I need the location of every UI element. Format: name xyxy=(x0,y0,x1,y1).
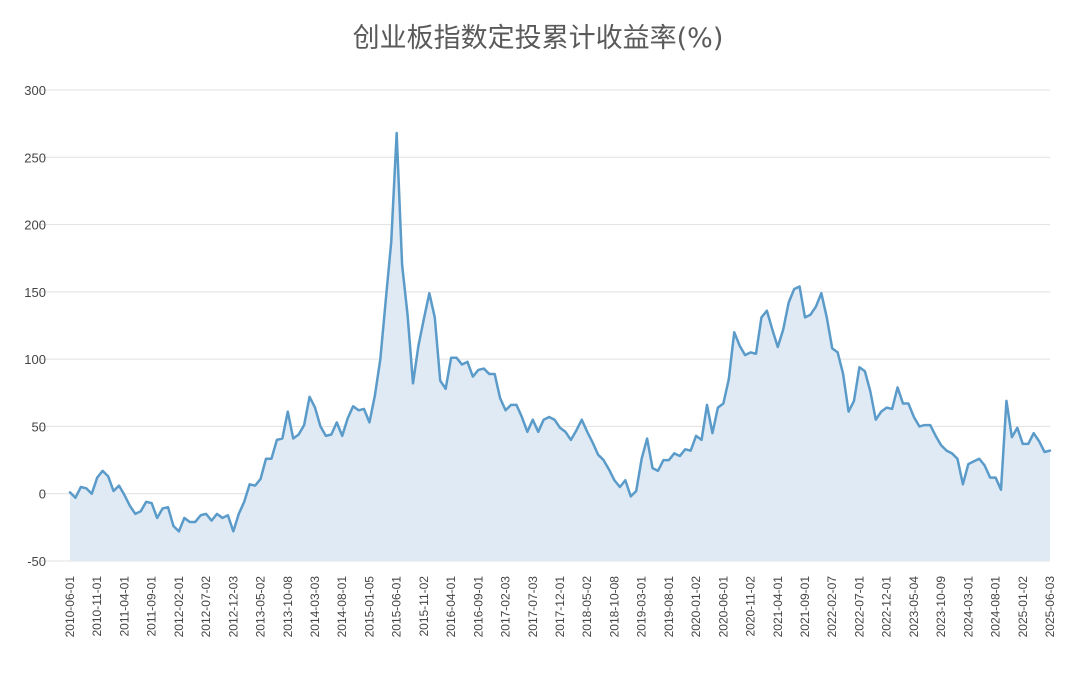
x-tick-label-32: 2023-10-09 xyxy=(934,576,948,638)
series-area xyxy=(70,133,1050,561)
x-tick-label-11: 2015-01-05 xyxy=(362,576,376,638)
series-line xyxy=(68,131,1052,533)
x-tick-label-21: 2019-03-01 xyxy=(635,576,649,638)
x-tick-label-26: 2021-04-01 xyxy=(771,576,785,638)
x-axis-ticks: 2010-06-01 2010-11-01 2011-04-01 2011-09-01… xyxy=(63,576,1057,638)
x-tick-label-14: 2016-04-01 xyxy=(444,576,458,638)
x-tick-label-17: 2017-07-03 xyxy=(526,576,540,638)
y-tick-label-1: 250 xyxy=(24,150,46,165)
x-tick-label-8: 2013-10-08 xyxy=(281,576,295,638)
x-tick-label-36: 2025-06-03 xyxy=(1043,576,1057,638)
x-tick-label-1: 2010-11-01 xyxy=(90,576,104,637)
y-tick-label-0: 300 xyxy=(24,83,46,98)
x-tick-label-35: 2025-01-02 xyxy=(1016,576,1030,638)
x-tick-label-24: 2020-06-01 xyxy=(716,576,730,638)
x-tick-label-28: 2022-02-07 xyxy=(825,576,839,638)
y-tick-label-6: 0 xyxy=(39,487,46,502)
chart-title: 创业板指数定投累计收益率(%) xyxy=(353,23,724,54)
x-tick-label-18: 2017-12-01 xyxy=(553,576,567,638)
y-tick-label-5: 50 xyxy=(32,419,46,434)
x-tick-label-13: 2015-11-02 xyxy=(417,576,431,637)
x-tick-label-22: 2019-08-01 xyxy=(662,576,676,638)
y-axis-ticks: 300 250 200 150 100 50 0 -50 xyxy=(24,83,46,569)
x-tick-label-12: 2015-06-01 xyxy=(390,576,404,638)
x-tick-label-19: 2018-05-02 xyxy=(580,576,594,638)
x-tick-label-2: 2011-04-01 xyxy=(117,576,131,637)
x-tick-label-20: 2018-10-08 xyxy=(607,576,621,638)
y-tick-label-3: 150 xyxy=(24,285,46,300)
area-layer xyxy=(68,131,1052,561)
y-tick-label-2: 200 xyxy=(24,218,46,233)
x-tick-label-30: 2022-12-01 xyxy=(880,576,894,638)
x-tick-label-4: 2012-02-01 xyxy=(172,576,186,638)
x-tick-label-7: 2013-05-02 xyxy=(254,576,268,638)
x-tick-label-10: 2014-08-01 xyxy=(335,576,349,638)
x-tick-label-31: 2023-05-04 xyxy=(907,576,921,638)
x-tick-label-6: 2012-12-03 xyxy=(226,576,240,638)
y-tick-label-4: 100 xyxy=(24,352,46,367)
x-tick-label-3: 2011-09-01 xyxy=(145,576,159,637)
y-tick-label-7: -50 xyxy=(27,554,46,569)
x-tick-label-0: 2010-06-01 xyxy=(63,576,77,638)
x-tick-label-33: 2024-03-01 xyxy=(961,576,975,638)
x-tick-label-29: 2022-07-01 xyxy=(852,576,866,638)
x-tick-label-16: 2017-02-03 xyxy=(499,576,513,638)
x-tick-label-27: 2021-09-01 xyxy=(798,576,812,638)
x-tick-label-34: 2024-08-01 xyxy=(989,576,1003,638)
x-tick-label-9: 2014-03-03 xyxy=(308,576,322,638)
x-tick-label-23: 2020-01-02 xyxy=(689,576,703,638)
x-tick-label-5: 2012-07-02 xyxy=(199,576,213,638)
x-tick-label-15: 2016-09-01 xyxy=(471,576,485,638)
x-tick-label-25: 2020-11-02 xyxy=(744,576,758,637)
